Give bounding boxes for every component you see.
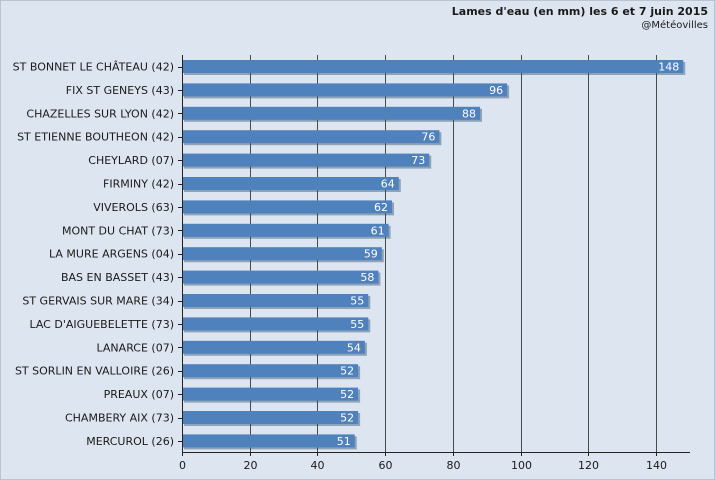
category-label: ST BONNET LE CHÂTEAU (42) (13, 61, 174, 74)
category-label: LANARCE (07) (97, 341, 174, 354)
category-label: VIVEROLS (63) (93, 201, 174, 214)
chart-title: Lames d'eau (en mm) les 6 et 7 juin 2015 (451, 5, 708, 18)
bar (183, 317, 369, 331)
value-label: 76 (421, 131, 435, 144)
bar (183, 247, 382, 261)
category-label: FIRMINY (42) (103, 178, 174, 191)
category-label: ST SORLIN EN VALLOIRE (26) (15, 365, 174, 378)
value-label: 61 (371, 224, 385, 237)
bar (183, 294, 369, 307)
category-label: ST ETIENNE BOUTHEON (42) (17, 131, 174, 144)
category-label: PREAUX (07) (104, 388, 174, 401)
bar (183, 364, 359, 378)
bar (183, 130, 440, 144)
chart-subtitle: @Météovilles (641, 20, 708, 31)
category-label: CHEYLARD (07) (88, 154, 174, 167)
category-label: CHAZELLES SUR LYON (42) (26, 107, 174, 120)
value-label: 148 (658, 61, 679, 74)
category-label: LAC D'AIGUEBELETTE (73) (29, 318, 174, 331)
bar (183, 177, 399, 190)
value-label: 51 (337, 435, 351, 448)
value-label: 54 (347, 341, 361, 354)
bar (183, 223, 389, 237)
x-tick-label: 20 (244, 459, 258, 472)
bar (183, 83, 508, 97)
value-label: 55 (350, 318, 364, 331)
value-label: 64 (381, 178, 395, 191)
bar (183, 387, 359, 401)
category-label: CHAMBERY AIX (73) (65, 412, 174, 425)
x-tick-label: 0 (179, 459, 186, 472)
x-tick-label: 140 (646, 459, 667, 472)
x-tick-label: 80 (447, 459, 461, 472)
bar (183, 153, 430, 167)
category-label: BAS EN BASSET (43) (61, 271, 174, 284)
value-label: 58 (360, 271, 374, 284)
category-label: ST GERVAIS SUR MARE (34) (22, 295, 174, 308)
value-label: 88 (462, 107, 476, 120)
x-tick-label: 40 (311, 459, 325, 472)
bar (183, 60, 684, 73)
bar (183, 200, 392, 214)
bar (183, 340, 365, 354)
value-label: 52 (340, 365, 354, 378)
value-label: 59 (364, 248, 378, 261)
value-label: 96 (489, 84, 503, 97)
x-tick-label: 100 (511, 459, 532, 472)
x-tick-label: 60 (379, 459, 393, 472)
category-label: MONT DU CHAT (73) (62, 224, 174, 237)
category-label: MERCUROL (26) (86, 435, 174, 448)
value-label: 52 (340, 412, 354, 425)
bar (183, 270, 379, 284)
x-tick-label: 120 (578, 459, 599, 472)
category-label: LA MURE ARGENS (04) (49, 248, 174, 261)
value-label: 55 (350, 295, 364, 308)
category-label: FIX ST GENEYS (43) (66, 84, 174, 97)
value-label: 73 (411, 154, 425, 167)
value-label: 62 (374, 201, 388, 214)
bar (183, 434, 355, 448)
value-label: 52 (340, 388, 354, 401)
bar (183, 106, 481, 120)
bar (183, 411, 359, 424)
